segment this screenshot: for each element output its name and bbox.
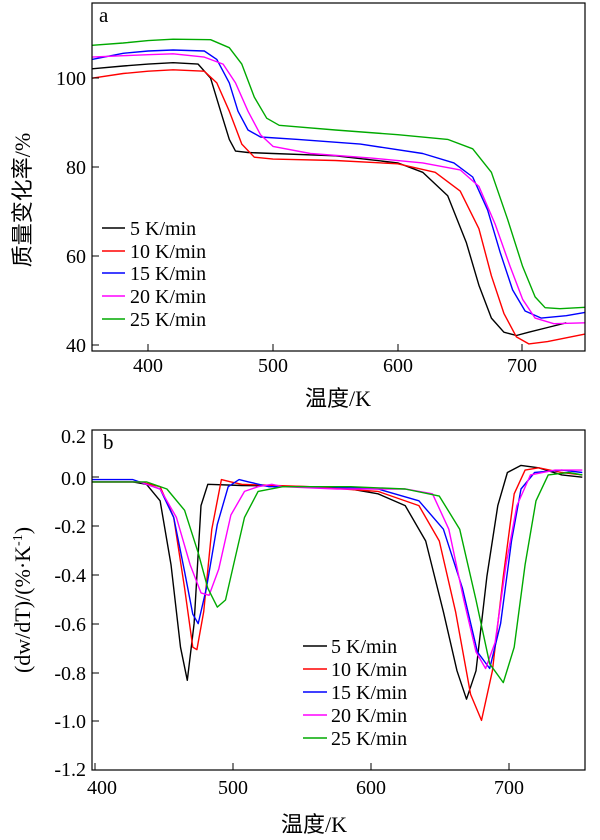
panel-a-series-line-3	[91, 49, 586, 319]
panel-b-series-line-4	[92, 469, 583, 670]
panel-b-ylabel-sup: -1	[11, 534, 26, 546]
panel-b-xlabel: 温度/K	[281, 812, 347, 837]
panel-a-legend-label-5: 5 K/min	[130, 218, 196, 240]
panel-a-tag: a	[99, 3, 109, 27]
panel-a-legend-label-15: 15 K/min	[130, 263, 206, 285]
panel-b-ytick-label-m0.6: -0.6	[54, 614, 86, 636]
panel-b-legend-label-20: 20 K/min	[331, 705, 407, 727]
panel-a-xtick-label-700: 700	[507, 355, 537, 377]
panel-b-xtick-label-500: 500	[218, 777, 248, 799]
panel-a-xtick-label-400: 400	[133, 355, 163, 377]
panel-a-xlabel: 温度/K	[305, 386, 371, 411]
panel-a-ytick-label-40: 40	[66, 335, 86, 357]
panel-a-ytick-label-80: 80	[66, 157, 86, 179]
panel-a-ytick-label-60: 60	[66, 246, 86, 268]
panel-a-series-line-2	[91, 69, 586, 345]
panel-b-legend-label-5: 5 K/min	[331, 636, 397, 658]
panel-b-frame	[91, 429, 586, 771]
panel-b-series-line-5	[92, 471, 583, 684]
panel-b-xtick-label-700: 700	[494, 777, 524, 799]
panel-a-ylabel: 质量变化率/%	[10, 133, 35, 267]
panel-b-ylabel-main: (dw/dT)/(%·K	[10, 546, 35, 673]
panel-b: b 400 500 600 700 0.2 0.0 -0.2 -0.4 -0.6…	[10, 426, 586, 837]
panel-a-legend-label-20: 20 K/min	[130, 286, 206, 308]
panel-b-legend-label-10: 10 K/min	[331, 659, 407, 681]
panel-a-legend-label-25: 25 K/min	[130, 309, 206, 331]
panel-a-series-line-4	[91, 53, 586, 325]
panel-a-xtick-label-500: 500	[258, 355, 288, 377]
panel-b-xtick-label-600: 600	[356, 777, 386, 799]
panel-b-ytick-label-m0.8: -0.8	[54, 663, 86, 685]
panel-b-tag: b	[103, 430, 114, 454]
panel-a-xtick-label-600: 600	[383, 355, 413, 377]
panel-b-ytick-label-m0.2: -0.2	[54, 516, 86, 538]
panel-b-ytick-label-m0.4: -0.4	[54, 565, 86, 587]
panel-a-legend-label-10: 10 K/min	[130, 241, 206, 263]
panel-b-ytick-label-0.2: 0.2	[61, 426, 86, 448]
panel-b-xtick-label-400: 400	[87, 777, 117, 799]
panel-b-series-line-1	[92, 464, 583, 700]
panel-a-series-line-5	[91, 38, 586, 310]
panel-a-legend: 5 K/min 10 K/min 15 K/min 20 K/min 25 K/…	[102, 218, 206, 331]
panel-a: a 400 500 600 700 40 60 80 100 温度/K 质量变化…	[10, 2, 586, 411]
panel-b-legend: 5 K/min 10 K/min 15 K/min 20 K/min 25 K/…	[303, 636, 407, 750]
panel-b-legend-label-15: 15 K/min	[331, 682, 407, 704]
panel-b-ylabel: (dw/dT)/(%·K-1)	[10, 527, 35, 673]
panel-a-lines	[91, 38, 586, 345]
panel-b-ytick-label-m1.2: -1.2	[54, 759, 86, 781]
panel-b-ylabel-end: )	[10, 527, 35, 534]
panel-b-lines	[92, 464, 583, 722]
panel-b-ytick-label-m1.0: -1.0	[54, 711, 86, 733]
panel-a-frame	[91, 2, 586, 352]
panel-b-legend-label-25: 25 K/min	[331, 728, 407, 750]
panel-b-ytick-label-0.0: 0.0	[61, 468, 86, 490]
panel-a-ytick-label-100: 100	[56, 68, 86, 90]
